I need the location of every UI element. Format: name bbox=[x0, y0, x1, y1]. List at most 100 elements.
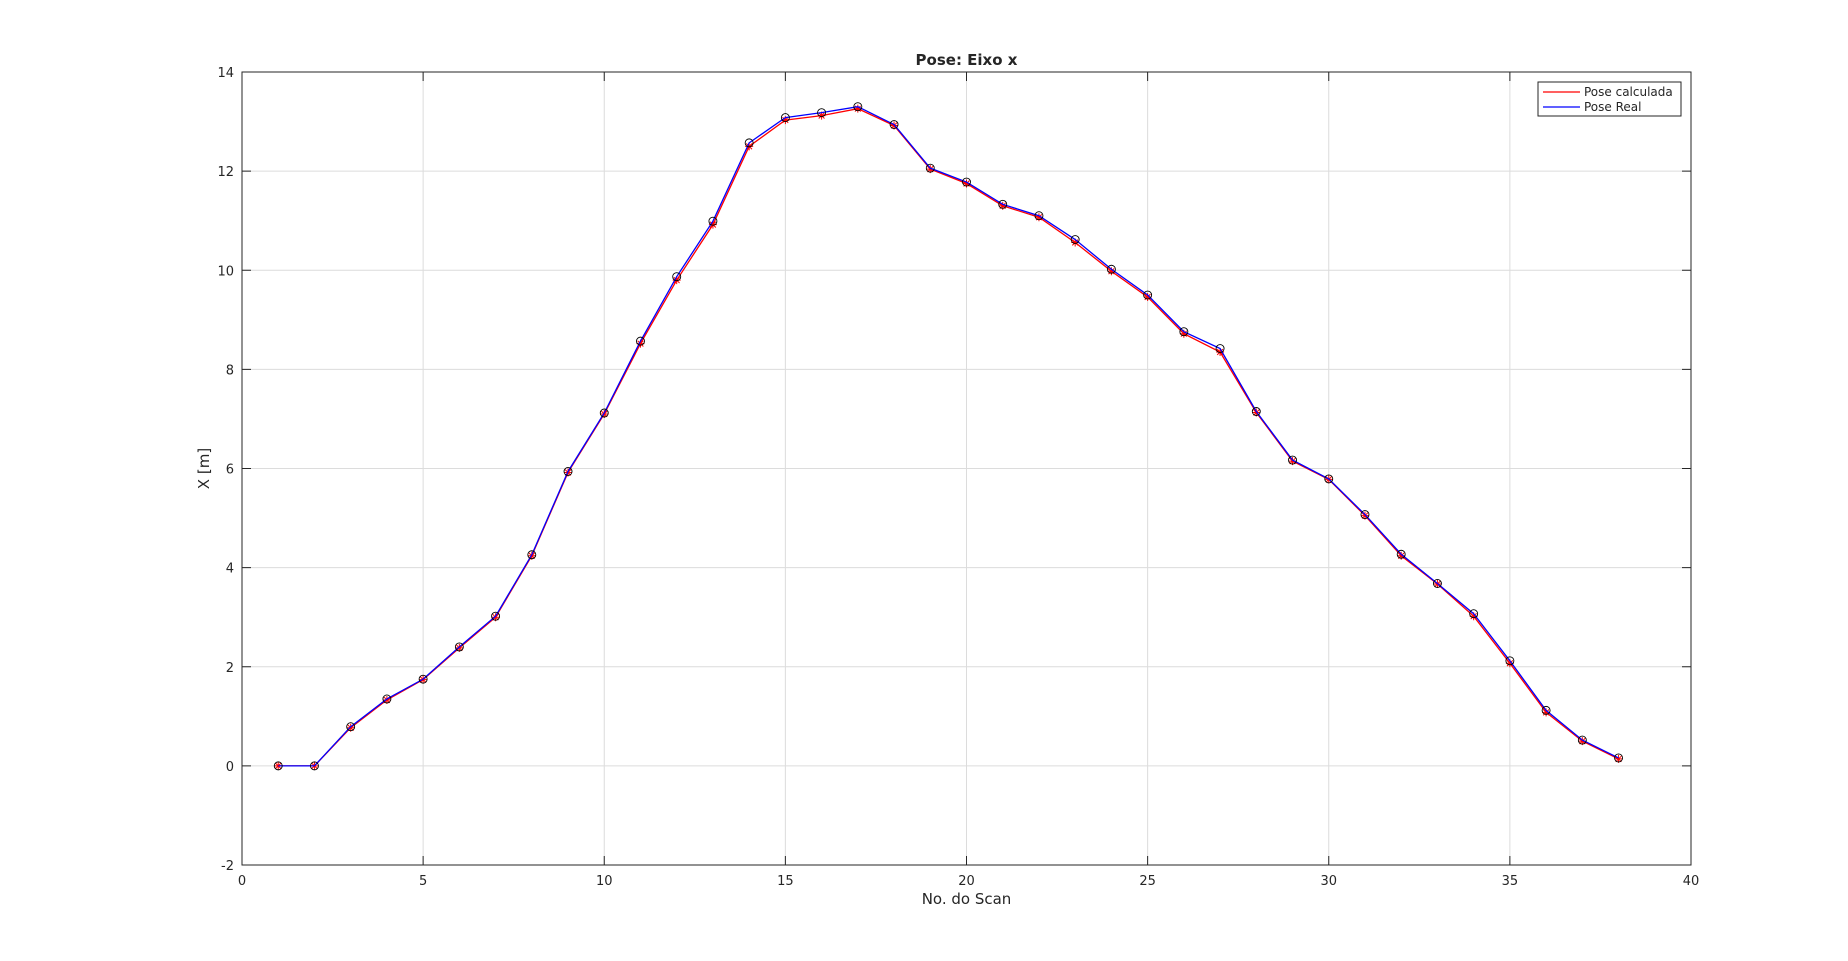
data-point-circle bbox=[310, 761, 319, 771]
data-point-circle bbox=[1106, 264, 1116, 274]
data-point-circle bbox=[1360, 510, 1370, 520]
y-axis-label: X [m] bbox=[195, 448, 213, 489]
x-tick-label: 20 bbox=[958, 874, 975, 889]
data-point-star bbox=[1578, 737, 1587, 746]
data-point-star bbox=[853, 104, 862, 113]
data-point-star bbox=[346, 723, 355, 732]
y-tick-label: 12 bbox=[217, 165, 234, 180]
data-point-circle bbox=[273, 761, 283, 771]
x-tick-label: 15 bbox=[777, 874, 794, 889]
data-point-circle bbox=[599, 408, 609, 418]
data-point-circle bbox=[382, 694, 392, 704]
y-tick-label: 8 bbox=[226, 363, 234, 378]
y-tick-label: 4 bbox=[226, 562, 234, 577]
plot-frame bbox=[241, 71, 1692, 866]
data-point-circle bbox=[1324, 474, 1334, 484]
data-point-star bbox=[491, 613, 500, 622]
legend-item-2: Pose Real bbox=[1543, 100, 1641, 114]
x-tick-label: 5 bbox=[419, 874, 427, 889]
data-point-circle bbox=[672, 272, 682, 282]
data-point-circle bbox=[1396, 549, 1406, 559]
x-tick-label: 0 bbox=[238, 874, 246, 889]
data-point-circle bbox=[1070, 235, 1080, 244]
y-tick-label: 6 bbox=[226, 463, 234, 478]
data-point-star bbox=[1216, 348, 1225, 357]
data-point-circle bbox=[853, 102, 863, 112]
data-point-circle bbox=[1288, 455, 1297, 465]
series-layer bbox=[273, 102, 1624, 771]
data-point-circle bbox=[1215, 344, 1225, 354]
y-tick-label: 2 bbox=[226, 661, 234, 676]
data-point-circle bbox=[889, 120, 899, 129]
data-point-circle bbox=[962, 177, 971, 187]
x-tick-label: 10 bbox=[596, 874, 613, 889]
y-tick-label: -2 bbox=[221, 859, 234, 874]
data-point-star bbox=[1288, 457, 1297, 466]
series-line bbox=[278, 106, 1619, 767]
y-tick-label: 10 bbox=[217, 264, 234, 279]
data-point-circle bbox=[1143, 290, 1153, 300]
data-point-circle bbox=[708, 216, 718, 226]
data-point-circle bbox=[1505, 656, 1515, 666]
x-tick-label: 25 bbox=[1139, 874, 1156, 889]
data-point-star bbox=[1360, 511, 1369, 520]
tick-labels: 0 5 10 15 20 25 30 35 40 -2 0 2 4 6 8 10 12 14 bbox=[217, 66, 1699, 889]
data-point-circle bbox=[1251, 407, 1261, 416]
data-point-circle bbox=[1432, 579, 1442, 588]
data-point-circle bbox=[998, 199, 1008, 209]
data-point-circle bbox=[1541, 705, 1551, 715]
data-point-circle bbox=[1179, 327, 1189, 337]
data-point-circle bbox=[454, 642, 464, 652]
data-point-star bbox=[1034, 213, 1043, 222]
series-2 bbox=[273, 102, 1624, 771]
data-point-star bbox=[455, 643, 464, 652]
data-point-star bbox=[672, 276, 681, 285]
data-point-star bbox=[745, 142, 754, 151]
legend-box bbox=[1537, 81, 1682, 117]
data-point-star bbox=[382, 695, 391, 704]
data-point-circle bbox=[346, 722, 356, 732]
data-point-star bbox=[1469, 612, 1478, 621]
data-point-circle bbox=[1469, 609, 1479, 619]
data-point-star bbox=[926, 165, 935, 174]
legend-item-1: Pose calculada bbox=[1543, 85, 1673, 99]
data-point-star bbox=[1505, 659, 1514, 668]
data-point-circle bbox=[563, 467, 573, 476]
data-point-star bbox=[1071, 238, 1080, 247]
grid bbox=[242, 72, 1691, 865]
data-point-circle bbox=[491, 611, 501, 621]
data-point-circle bbox=[1614, 753, 1624, 763]
x-tick-label: 40 bbox=[1683, 874, 1700, 889]
data-point-star bbox=[781, 116, 790, 125]
y-tick-label: 0 bbox=[226, 760, 234, 775]
data-point-star bbox=[1614, 754, 1623, 763]
data-point-star bbox=[1397, 551, 1406, 560]
x-axis-label: No. do Scan bbox=[922, 890, 1012, 908]
legend-label: Pose Real bbox=[1584, 100, 1641, 114]
data-point-circle bbox=[1034, 211, 1044, 221]
data-point-star bbox=[1542, 708, 1551, 717]
data-point-star bbox=[1143, 293, 1152, 302]
y-tick-label: 14 bbox=[217, 66, 234, 81]
data-point-circle bbox=[744, 138, 754, 148]
chart-title: Pose: Eixo x bbox=[916, 51, 1018, 69]
data-point-circle bbox=[418, 674, 428, 684]
data-point-star bbox=[998, 201, 1007, 210]
data-point-star bbox=[817, 111, 826, 120]
data-point-circle bbox=[636, 336, 645, 346]
data-point-circle bbox=[780, 113, 790, 123]
data-point-star bbox=[962, 179, 971, 188]
data-point-circle bbox=[817, 108, 827, 118]
data-point-star bbox=[636, 339, 645, 348]
data-point-circle bbox=[527, 550, 537, 560]
data-point-star bbox=[1107, 267, 1116, 276]
data-point-circle bbox=[1577, 735, 1587, 745]
x-tick-label: 30 bbox=[1320, 874, 1337, 889]
legend-label: Pose calculada bbox=[1584, 85, 1673, 99]
x-tick-label: 35 bbox=[1502, 874, 1519, 889]
data-point-circle bbox=[925, 163, 935, 173]
data-point-star bbox=[708, 220, 717, 229]
data-point-star bbox=[1179, 329, 1188, 338]
